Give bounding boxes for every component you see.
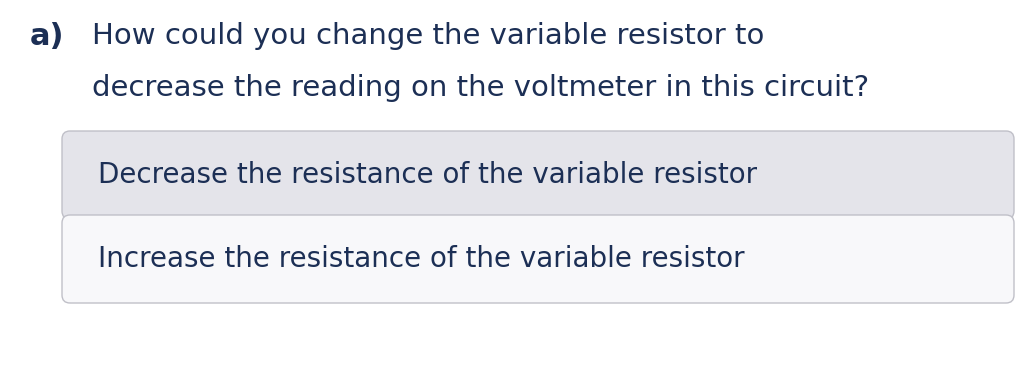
Text: How could you change the variable resistor to: How could you change the variable resist… <box>92 22 765 50</box>
Text: decrease the reading on the voltmeter in this circuit?: decrease the reading on the voltmeter in… <box>92 74 869 102</box>
FancyBboxPatch shape <box>62 215 1014 303</box>
Text: Increase the resistance of the variable resistor: Increase the resistance of the variable … <box>98 245 744 273</box>
FancyBboxPatch shape <box>62 131 1014 219</box>
Text: Decrease the resistance of the variable resistor: Decrease the resistance of the variable … <box>98 161 757 189</box>
Text: a): a) <box>30 22 64 51</box>
